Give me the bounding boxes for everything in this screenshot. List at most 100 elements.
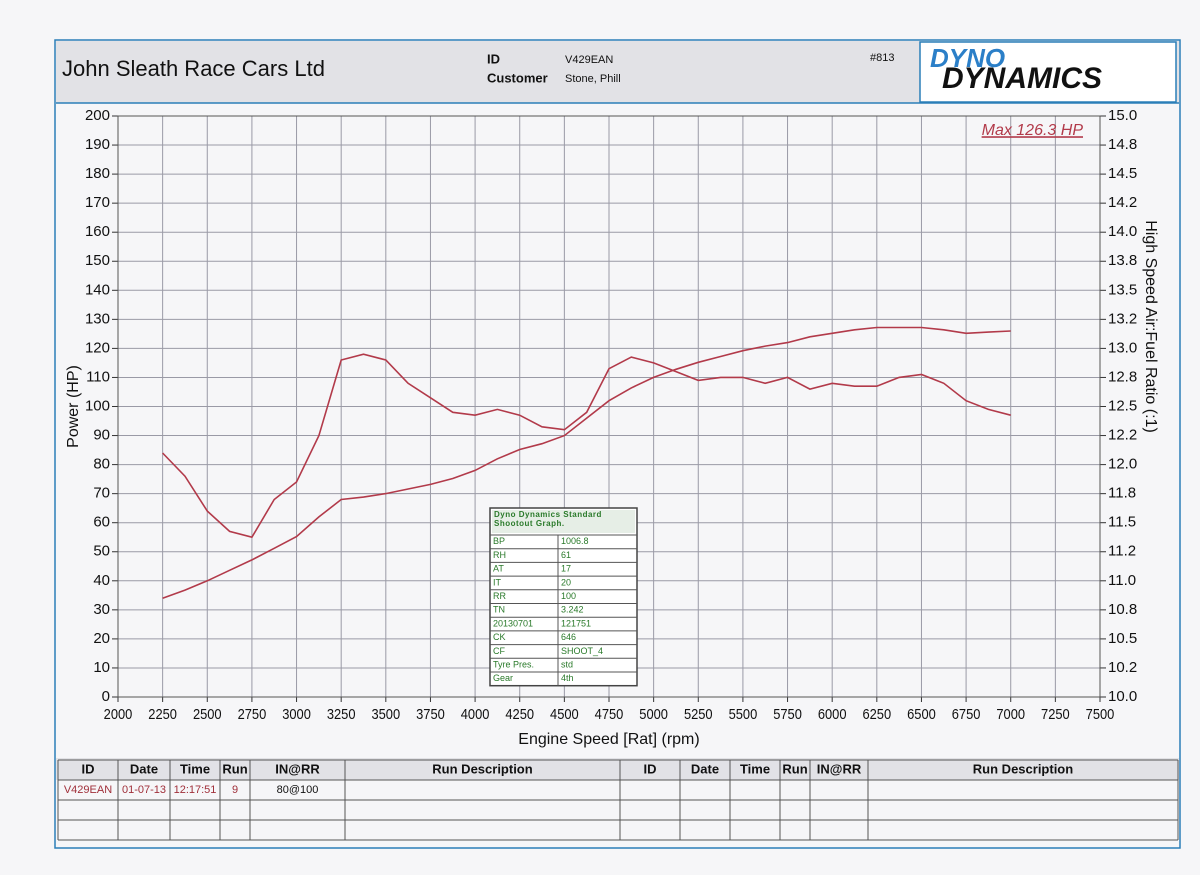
info-value: 4th [561,673,574,683]
y-tick-label: 60 [93,514,110,531]
run-header: Date [691,761,719,776]
y-tick-label: 40 [93,572,110,589]
sheet-number: #813 [870,52,894,64]
y-tick-label: 140 [85,281,110,298]
x-tick-label: 4500 [550,705,579,722]
y-tick-label: 100 [85,397,110,414]
run-header: ID [644,761,657,776]
x-tick-label: 5750 [773,705,802,722]
run-header: ID [82,761,95,776]
y-tick-label: 0 [102,688,110,705]
info-value: 121751 [561,618,591,628]
run-cell: 01-07-13 [122,784,166,796]
y2-tick-label: 14.0 [1108,223,1137,240]
y2-tick-label: 13.5 [1108,281,1137,298]
y2-tick-label: 11.5 [1108,514,1136,531]
x-tick-label: 6000 [818,705,847,722]
run-header: Time [180,761,210,776]
logo-box [919,41,1177,103]
y-axis-label: Power (HP) [65,365,82,448]
y-tick-label: 30 [93,601,110,618]
x-tick-label: 2750 [238,705,267,722]
run-header: Run [782,761,807,776]
y2-tick-label: 10.8 [1108,601,1137,618]
run-cell: 9 [232,784,238,796]
run-cell: 80@100 [277,784,319,796]
y-tick-label: 10 [93,659,110,676]
run-header: Run Description [432,761,532,776]
y2-tick-label: 11.2 [1108,543,1136,560]
logo-top: DYNO [930,43,1005,73]
info-value: std [561,660,573,670]
y2-tick-label: 14.5 [1108,165,1137,182]
y2-tick-label: 12.5 [1108,397,1137,414]
info-key: RH [493,550,506,560]
y-tick-label: 200 [85,107,110,124]
info-key: RR [493,591,506,601]
y-tick-label: 130 [85,310,110,327]
x-tick-label: 4000 [461,705,490,722]
info-value: 646 [561,632,576,642]
x-tick-label: 4250 [505,705,534,722]
plot-border [117,115,1101,698]
logo-bottom: DYNAMICS [942,62,1102,95]
x-tick-label: 6250 [862,705,891,722]
info-value: 17 [561,564,571,574]
info-key: CK [493,632,506,642]
y-tick-label: 110 [86,368,110,385]
y2-tick-label: 12.8 [1108,368,1137,385]
series-line [162,326,1011,599]
y-tick-label: 160 [85,223,110,240]
info-key: TN [493,605,505,615]
y-tick-label: 70 [93,485,110,502]
run-header: Run Description [973,761,1073,776]
info-value: 100 [561,591,576,601]
x-tick-label: 3750 [416,705,445,722]
info-title-holder: Dyno Dynamics Standard Shootout Graph. [494,510,601,528]
y2-tick-label: 13.2 [1108,310,1137,327]
x-tick-label: 3000 [282,705,311,722]
x-tick-label: 5500 [729,705,758,722]
y2-tick-label: 11.0 [1108,572,1136,589]
x-tick-label: 7000 [996,705,1025,722]
info-key: AT [493,564,504,574]
y-tick-label: 120 [85,339,110,356]
y2-tick-label: 10.2 [1108,659,1137,676]
info-key: Tyre Pres. [493,660,534,670]
y-tick-label: 80 [93,456,110,473]
info-key: IT [493,577,502,587]
y2-tick-label: 12.2 [1108,427,1137,444]
y2-tick-label: 14.8 [1108,136,1137,153]
y-tick-label: 20 [93,630,110,647]
y-tick-label: 150 [85,252,110,269]
company-name: John Sleath Race Cars Ltd [62,56,325,81]
x-tick-label: 6500 [907,705,936,722]
y2-tick-label: 10.0 [1108,688,1137,705]
info-key: CF [493,646,505,656]
run-cell: V429EAN [64,784,112,796]
info-key: BP [493,536,505,546]
max-annotation: Max 126.3 HP [982,122,1084,139]
id-value: V429EAN [565,54,613,66]
x-tick-label: 5000 [639,705,668,722]
x-tick-label: 5250 [684,705,713,722]
run-header: IN@RR [275,761,320,776]
y2-tick-label: 13.8 [1108,252,1137,269]
y2-tick-label: 13.0 [1108,339,1137,356]
y-tick-label: 90 [93,427,110,444]
x-tick-label: 2000 [104,705,133,722]
y-tick-label: 50 [93,543,110,560]
id-label: ID [487,51,500,66]
run-header: Date [130,761,158,776]
info-value: 61 [561,550,571,560]
run-header: Time [740,761,770,776]
x-axis-label: Engine Speed [Rat] (rpm) [518,731,699,748]
run-header: IN@RR [817,761,862,776]
info-table-title-bg [492,510,635,533]
info-key: 20130701 [493,618,533,628]
x-tick-label: 3500 [371,705,400,722]
x-tick-label: 6750 [952,705,981,722]
info-value: 3.242 [561,605,584,615]
info-value: 20 [561,577,571,587]
